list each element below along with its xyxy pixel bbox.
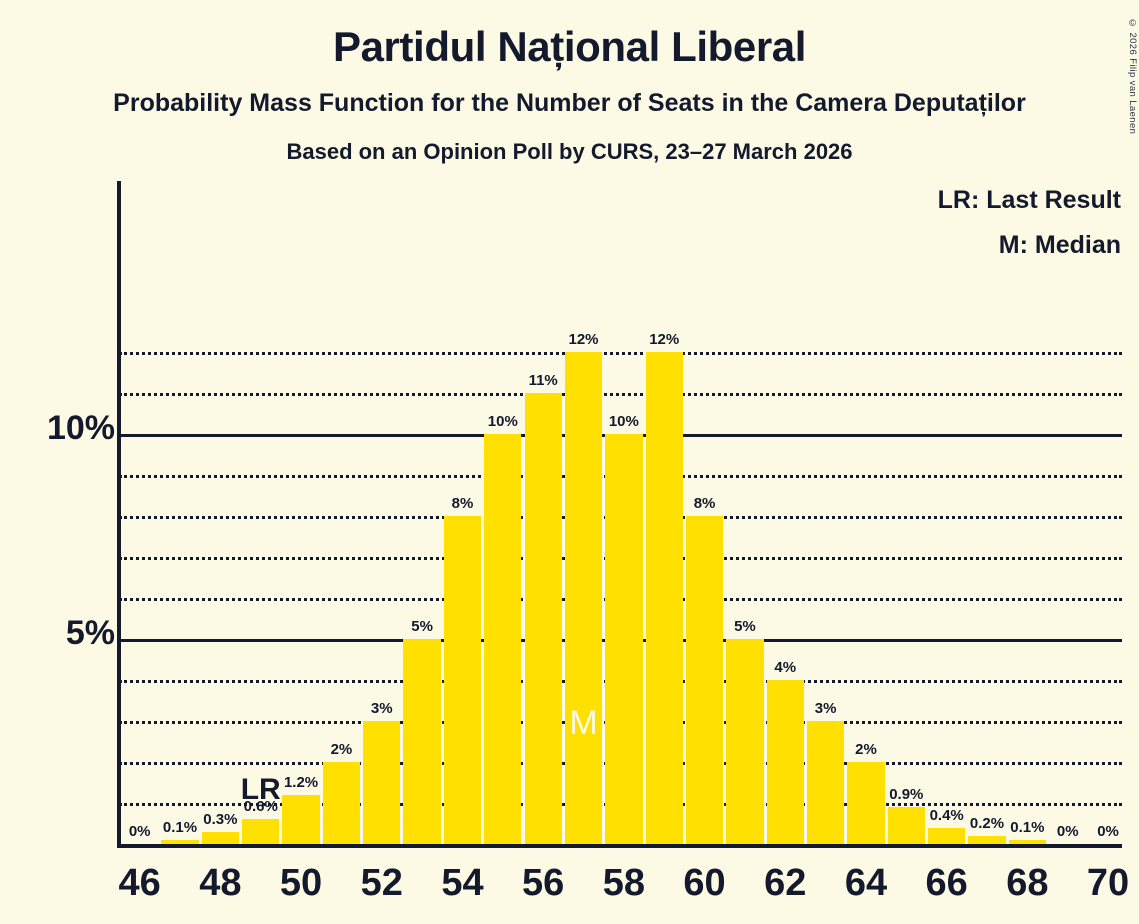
bar-seat-48[interactable] [201, 831, 240, 844]
x-tick-56: 56 [522, 862, 565, 904]
bar-seat-47[interactable] [161, 839, 199, 844]
x-tick-48: 48 [199, 862, 242, 904]
bar-value-label-59: 12% [649, 331, 680, 349]
bar-seat-63[interactable] [806, 721, 845, 844]
x-tick-66: 66 [925, 862, 968, 904]
bar-value-label-69: 0% [1056, 823, 1079, 840]
gridline-11pct [119, 393, 1122, 397]
bar-value-label-66: 0.4% [929, 806, 964, 824]
x-tick-58: 58 [602, 862, 645, 904]
x-tick-68: 68 [1006, 862, 1049, 904]
x-tick-62: 62 [764, 862, 807, 904]
bar-seat-61[interactable] [726, 639, 764, 844]
x-tick-60: 60 [683, 862, 726, 904]
x-tick-64: 64 [844, 862, 888, 904]
plot-area: 0% 0.1% 0.3% 0.6% LR 1.2% 2% 3% 5% 8% 10% 11% 12% M 10… [117, 181, 1122, 848]
bar-seat-54[interactable] [443, 516, 482, 844]
bar-seat-57[interactable] [564, 352, 603, 844]
last-result-marker: LR [240, 773, 281, 807]
page-title: Partidul Național Liberal [332, 23, 807, 70]
bar-seat-68[interactable] [1008, 839, 1047, 844]
y-axis-line [117, 181, 121, 848]
bar-value-label-64: 2% [855, 741, 877, 759]
bar-value-label-67: 0.2% [969, 814, 1005, 832]
x-tick-54: 54 [441, 862, 484, 904]
x-tick-46: 46 [118, 862, 161, 904]
x-tick-70: 70 [1086, 862, 1130, 904]
bar-seat-65[interactable] [887, 807, 925, 844]
bar-value-label-60: 8% [693, 495, 716, 513]
bar-value-label-62: 4% [774, 659, 797, 677]
bar-seat-58[interactable] [605, 434, 643, 844]
bar-seat-55[interactable] [484, 434, 522, 844]
x-tick-50: 50 [279, 862, 323, 904]
bar-seat-52[interactable] [363, 721, 401, 844]
bar-seat-59[interactable] [645, 352, 683, 844]
bar-seat-64[interactable] [847, 762, 885, 844]
bar-seat-49[interactable] [242, 819, 280, 844]
copyright-notice: © 2026 Filip van Laenen [1127, 18, 1138, 135]
y-tick-10pct: 10% [46, 409, 115, 448]
legend-median: M: Median [998, 231, 1121, 259]
bar-value-label-70: 0% [1097, 823, 1119, 840]
bar-value-label-57: 12% [568, 331, 599, 349]
gridline-12pct [119, 352, 1122, 356]
bar-seat-66[interactable] [928, 827, 966, 844]
bar-seat-60[interactable] [685, 516, 724, 844]
bar-seat-51[interactable] [322, 762, 361, 844]
legend-last-result: LR: Last Result [937, 186, 1121, 214]
chart-subtitle: Probability Mass Function for the Number… [113, 89, 1026, 117]
y-tick-5pct: 5% [65, 614, 115, 653]
bar-value-label-65: 0.9% [889, 786, 924, 804]
bar-value-label-68: 0.1% [1010, 818, 1045, 836]
chart-source-note: Based on an Opinion Poll by CURS, 23–27 … [286, 139, 853, 164]
bar-seat-67[interactable] [968, 835, 1006, 844]
x-tick-52: 52 [360, 862, 403, 904]
median-marker: M [569, 704, 598, 742]
bar-seat-53[interactable] [403, 639, 441, 844]
bar-seat-62[interactable] [766, 680, 804, 844]
x-axis-line [117, 844, 1122, 848]
bar-value-label-61: 5% [734, 618, 756, 636]
bar-seat-50[interactable] [282, 794, 320, 844]
bar-value-label-63: 3% [814, 700, 837, 718]
bar-seat-56[interactable] [524, 393, 562, 844]
